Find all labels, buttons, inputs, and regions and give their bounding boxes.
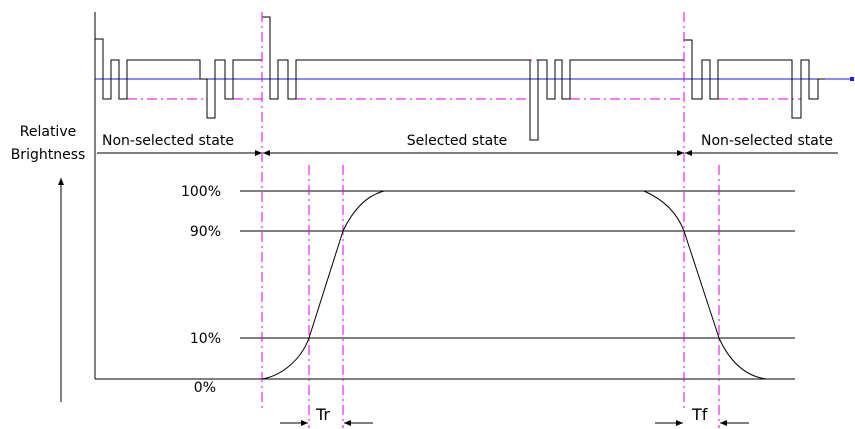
- pulse-train-left: [95, 38, 262, 119]
- selected-state-label: Selected state: [407, 133, 508, 149]
- y-axis-title-line1: Relative: [20, 124, 76, 140]
- state-timeline: Non-selected state Selected state Non-se…: [97, 133, 838, 156]
- fall-time-marker: Tf: [655, 405, 749, 426]
- level-90-label: 90%: [190, 224, 221, 240]
- rise-time-marker: Tr: [280, 405, 373, 426]
- brightness-curve: [261, 190, 767, 380]
- y-axis-title-line2: Brightness: [11, 147, 86, 163]
- level-100-label: 100%: [181, 184, 221, 200]
- pulse-train-right: [684, 39, 825, 119]
- non-selected-state-left-label: Non-selected state: [102, 133, 234, 149]
- non-selected-state-right-label: Non-selected state: [701, 133, 833, 149]
- fall-time-label: Tf: [691, 405, 708, 424]
- baseline-end-marker: [850, 77, 854, 81]
- timing-guides: [261, 12, 720, 428]
- level-0-label: 0%: [194, 380, 216, 396]
- rise-time-label: Tr: [315, 405, 330, 424]
- pulse-train-middle: [262, 16, 684, 141]
- drive-waveform: [95, 16, 854, 141]
- level-10-label: 10%: [190, 331, 221, 347]
- y-axis-title: Relative Brightness: [11, 124, 86, 402]
